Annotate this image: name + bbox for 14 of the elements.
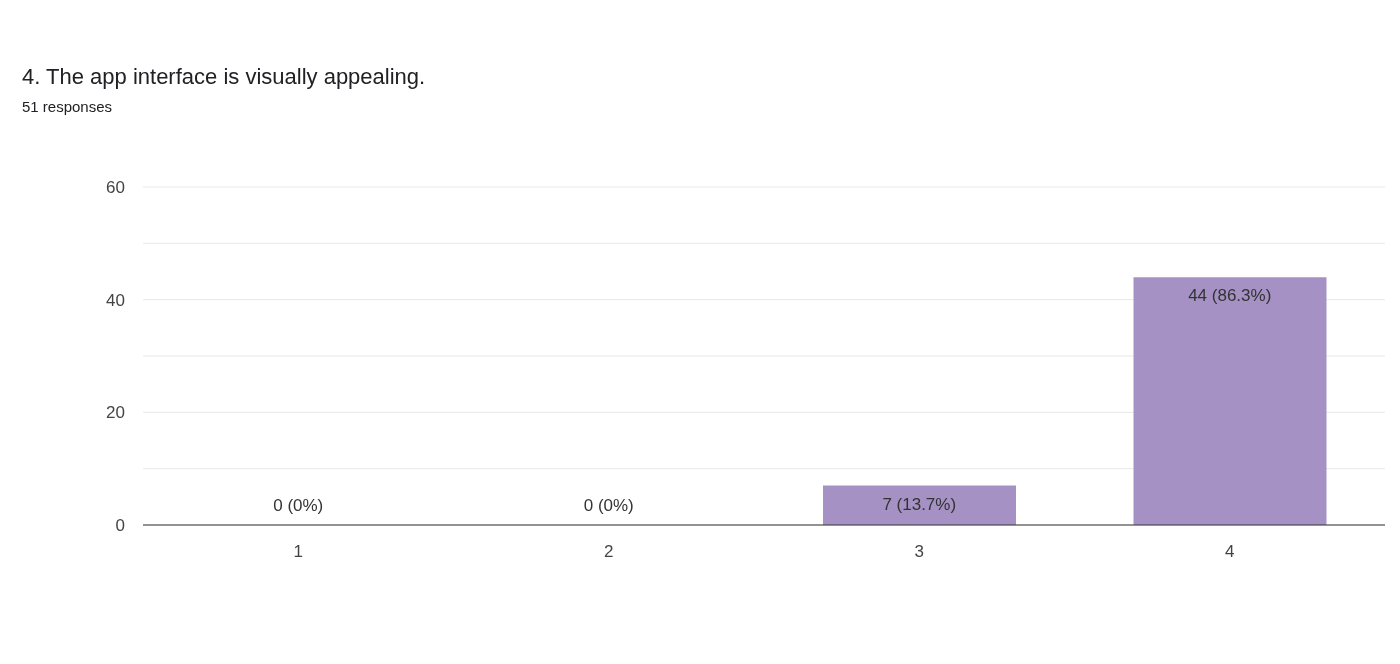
y-tick-label: 20 bbox=[106, 403, 125, 423]
data-label: 0 (0%) bbox=[273, 496, 324, 515]
y-tick-label: 60 bbox=[106, 178, 125, 198]
x-tick-label: 2 bbox=[604, 542, 614, 562]
chart-subtitle: 51 responses bbox=[22, 98, 113, 115]
y-tick-label: 0 bbox=[115, 516, 125, 536]
chart-title: 4. The app interface is visually appealing. bbox=[22, 64, 426, 90]
data-label: 7 (13.7%) bbox=[882, 494, 957, 514]
data-label: 0 (0%) bbox=[583, 496, 634, 515]
x-tick-label: 1 bbox=[293, 542, 303, 562]
x-tick-label: 3 bbox=[914, 542, 924, 562]
x-tick-label: 4 bbox=[1225, 542, 1235, 562]
data-label: 44 (86.3%) bbox=[1188, 286, 1272, 306]
y-tick-label: 40 bbox=[106, 290, 125, 310]
